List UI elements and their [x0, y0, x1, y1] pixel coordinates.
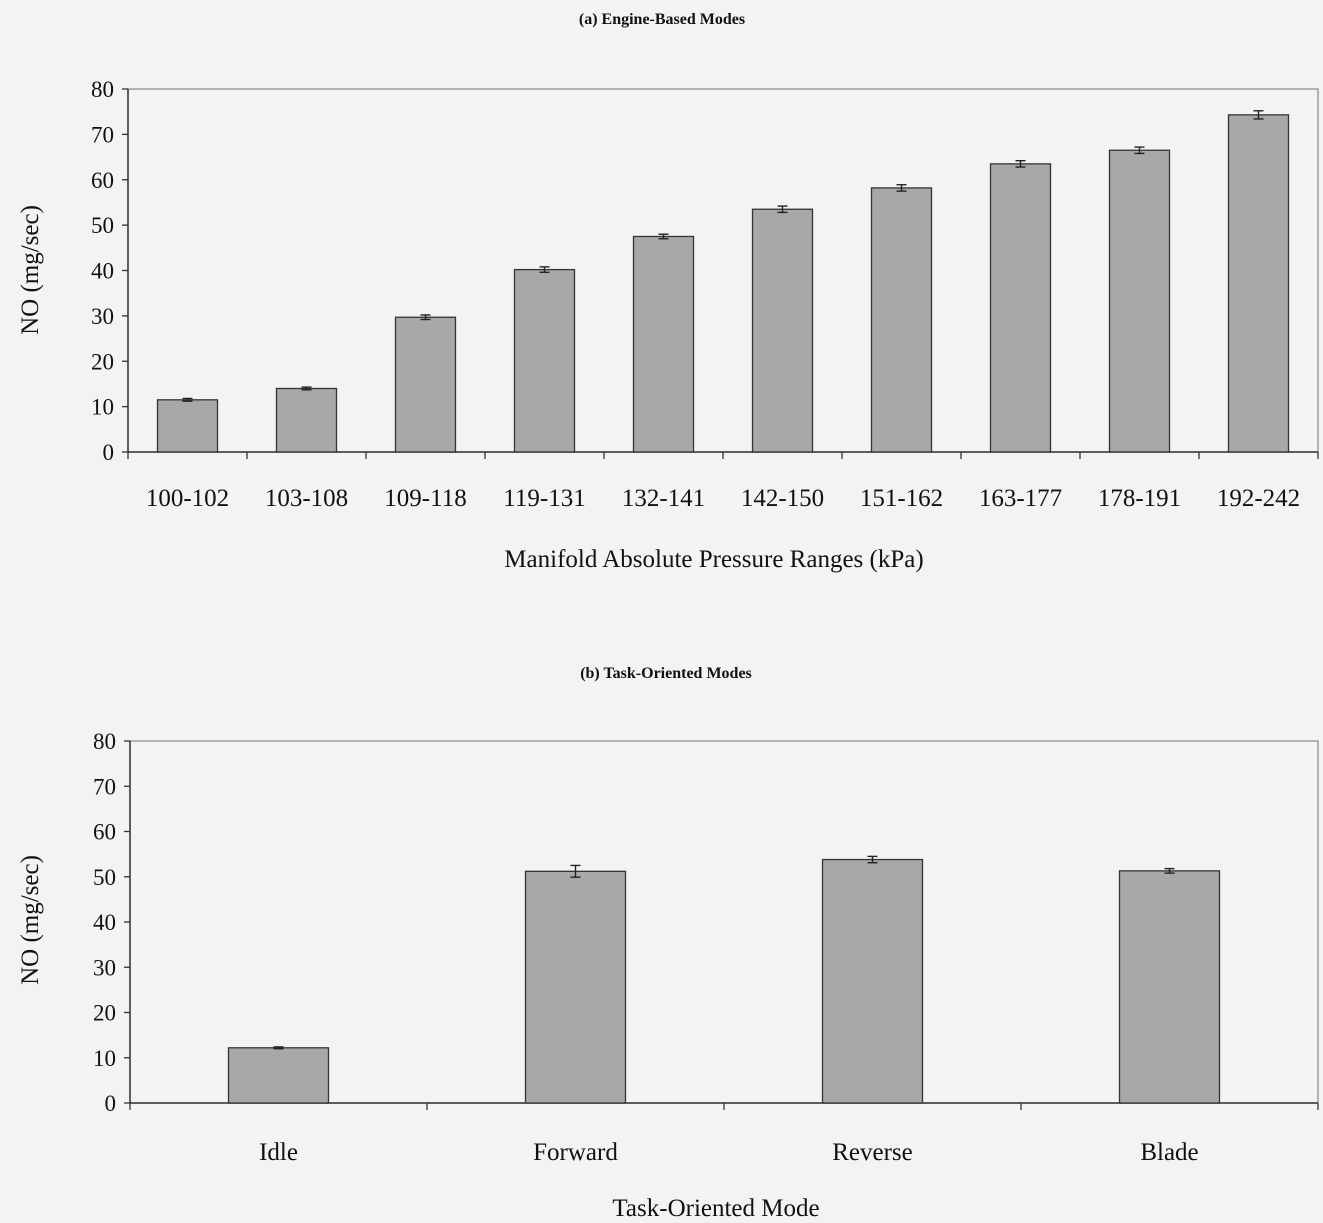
- error-bar: [182, 397, 193, 402]
- x-tick-label: 192-242: [1217, 485, 1300, 512]
- chart-panel-engine-based: (a) Engine-Based Modes NO (mg/sec) Manif…: [17, 11, 1319, 573]
- y-tick-label: 40: [91, 259, 114, 284]
- bar: [821, 858, 924, 1104]
- error-bar: [1253, 110, 1264, 120]
- y-tick-label: 80: [93, 729, 116, 754]
- bar: [275, 387, 338, 453]
- y-tick-label: 60: [93, 820, 116, 845]
- error-bar: [658, 233, 669, 240]
- bar: [1108, 149, 1171, 453]
- error-bar: [570, 864, 581, 878]
- y-tick-label: 60: [91, 168, 114, 193]
- y-tick-label: 80: [91, 77, 114, 102]
- y-tick-label: 30: [93, 955, 116, 980]
- error-bar: [867, 855, 878, 864]
- plot-area: 0 10 20 30 40 50 60 70 80 Idle Forward Reverse Blade: [93, 729, 1319, 1166]
- y-tick-label: 70: [91, 122, 114, 147]
- bar: [524, 870, 627, 1104]
- y-tick-label: 10: [93, 1046, 116, 1071]
- error-bar: [1164, 867, 1175, 874]
- bar: [394, 316, 457, 453]
- y-tick-label: 40: [93, 910, 116, 935]
- error-bar: [896, 184, 907, 192]
- x-tick-label: Blade: [1140, 1139, 1198, 1166]
- y-tick-label: 0: [105, 1091, 117, 1116]
- x-tick-label: 151-162: [860, 485, 943, 512]
- bar: [751, 208, 814, 453]
- chart-panel-task-oriented: (b) Task-Oriented Modes NO (mg/sec) Task…: [17, 665, 1319, 1222]
- y-tick-label: 50: [91, 213, 114, 238]
- y-axis-title: NO (mg/sec): [17, 205, 44, 335]
- error-bar: [420, 314, 431, 321]
- y-tick-label: 20: [91, 349, 114, 374]
- x-tick-label: 142-150: [741, 485, 824, 512]
- x-tick-label: 163-177: [979, 485, 1062, 512]
- y-tick-label: 20: [93, 1001, 116, 1026]
- bar: [989, 163, 1052, 453]
- x-tick-label: 119-131: [503, 485, 585, 512]
- x-axis-title: Manifold Absolute Pressure Ranges (kPa): [504, 546, 923, 573]
- y-tick-label: 10: [91, 395, 114, 420]
- x-tick-label: 100-102: [146, 485, 229, 512]
- chart-title: (b) Task-Oriented Modes: [580, 665, 752, 682]
- bar: [513, 268, 576, 453]
- x-tick-label: Reverse: [832, 1139, 913, 1166]
- bar: [632, 235, 695, 453]
- error-bar: [539, 266, 550, 274]
- error-bar: [1134, 146, 1145, 155]
- y-tick-label: 50: [93, 865, 116, 890]
- y-tick-label: 0: [103, 440, 115, 465]
- y-axis-title: NO (mg/sec): [17, 855, 44, 985]
- bar: [870, 187, 933, 453]
- y-tick-label: 30: [91, 304, 114, 329]
- error-bar: [301, 386, 312, 391]
- y-tick-label: 70: [93, 774, 116, 799]
- x-tick-label: 109-118: [384, 485, 466, 512]
- x-tick-label: 103-108: [265, 485, 348, 512]
- bar: [227, 1047, 330, 1104]
- x-axis-title: Task-Oriented Mode: [612, 1195, 819, 1222]
- error-bar: [273, 1046, 284, 1050]
- error-bar: [1015, 159, 1026, 168]
- x-tick-label: 178-191: [1098, 485, 1181, 512]
- x-tick-label: Forward: [533, 1139, 618, 1166]
- x-tick-label: Idle: [259, 1139, 298, 1166]
- chart-title: (a) Engine-Based Modes: [579, 11, 745, 28]
- plot-area: 0 10 20 30 40 50 60 70 80 100-102 103-108 109-118 11…: [91, 77, 1319, 512]
- bar: [1118, 870, 1221, 1104]
- error-bar: [777, 205, 788, 214]
- x-tick-label: 132-141: [622, 485, 705, 512]
- bar: [156, 399, 219, 453]
- bar: [1227, 114, 1290, 453]
